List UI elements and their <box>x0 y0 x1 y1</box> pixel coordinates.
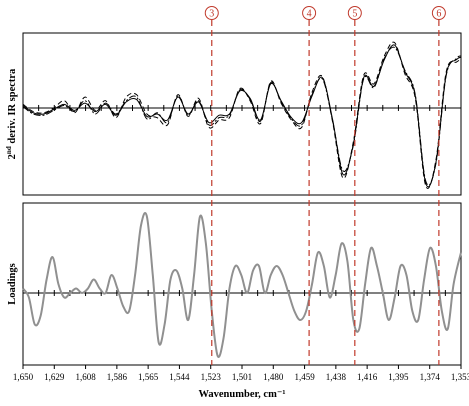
top-ylabel-sup: nd <box>5 146 13 154</box>
top-series-line-2 <box>22 41 462 189</box>
x-tick-label: 1,416 <box>357 372 378 382</box>
x-axis-title: Wavenumber, cm⁻¹ <box>198 389 285 400</box>
x-tick-label: 1,438 <box>326 372 347 382</box>
x-tick-label: 1,395 <box>388 372 409 382</box>
top-zero-ticks <box>22 104 462 111</box>
marker-label-5: 5 <box>352 9 357 20</box>
bottom-panel-frame <box>22 202 462 366</box>
top-panel-frame <box>22 32 462 196</box>
x-tick-label: 1,501 <box>232 372 252 382</box>
top-ylabel-rest: deriv. IR spectra <box>7 68 18 146</box>
x-tick-label: 1,608 <box>75 372 96 382</box>
top-ylabel-main: 2 <box>7 154 18 159</box>
marker-lines-group: 3 4 5 6 <box>204 6 446 365</box>
x-tick-label: 1,353 <box>451 372 469 382</box>
marker-label-4: 4 <box>307 9 312 20</box>
marker-circle-3 <box>204 6 219 20</box>
x-tick-label: 1,374 <box>420 372 441 382</box>
x-tick-label: 1,544 <box>169 372 190 382</box>
marker-circle-5 <box>347 6 362 20</box>
bottom-series-group <box>22 212 462 358</box>
loadings-line <box>22 212 462 358</box>
marker-label-6: 6 <box>436 9 441 20</box>
marker-label-3: 3 <box>209 9 214 20</box>
x-tick-label: 1,586 <box>107 372 128 382</box>
x-tick-label: 1,629 <box>44 372 65 382</box>
marker-circle-4 <box>302 6 317 20</box>
x-axis-ticks: 1,650 1,629 1,608 1,586 1,565 1,544 1,523 1,501… <box>13 365 469 382</box>
top-ylabel: 2nd deriv. IR spectra <box>5 68 18 159</box>
x-tick-label: 1,565 <box>138 372 159 382</box>
x-tick-label: 1,523 <box>201 372 222 382</box>
top-series-line-1 <box>22 44 462 188</box>
x-tick-label: 1,480 <box>263 372 284 382</box>
top-series-line-3 <box>22 46 462 186</box>
bottom-ylabel: Loadings <box>7 263 18 304</box>
x-tick-label: 1,459 <box>294 372 315 382</box>
top-series-group <box>22 41 462 189</box>
marker-circle-6 <box>431 6 446 20</box>
x-tick-label: 1,650 <box>13 372 34 382</box>
